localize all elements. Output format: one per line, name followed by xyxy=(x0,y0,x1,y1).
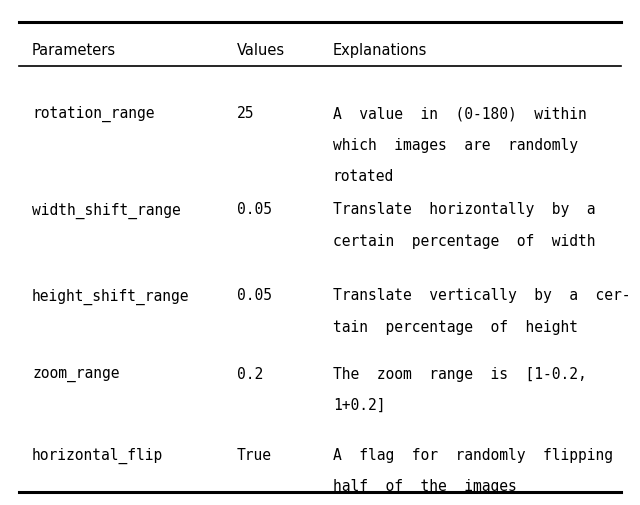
Text: A  flag  for  randomly  flipping: A flag for randomly flipping xyxy=(333,447,613,462)
Text: 0.05: 0.05 xyxy=(237,288,272,303)
Text: True: True xyxy=(237,447,272,462)
Text: horizontal_flip: horizontal_flip xyxy=(32,447,163,463)
Text: The  zoom  range  is  [1-0.2,: The zoom range is [1-0.2, xyxy=(333,366,586,381)
Text: 25: 25 xyxy=(237,106,254,121)
Text: 1+0.2]: 1+0.2] xyxy=(333,397,385,413)
Text: half  of  the  images: half of the images xyxy=(333,478,516,493)
Text: certain  percentage  of  width: certain percentage of width xyxy=(333,233,595,248)
Text: Parameters: Parameters xyxy=(32,43,116,58)
Text: which  images  are  randomly: which images are randomly xyxy=(333,137,578,153)
Text: 0.05: 0.05 xyxy=(237,202,272,217)
Text: 0.2: 0.2 xyxy=(237,366,263,381)
Text: width_shift_range: width_shift_range xyxy=(32,202,180,218)
Text: zoom_range: zoom_range xyxy=(32,366,120,381)
Text: tain  percentage  of  height: tain percentage of height xyxy=(333,319,578,334)
Text: Explanations: Explanations xyxy=(333,43,427,58)
Text: Translate  vertically  by  a  cer-: Translate vertically by a cer- xyxy=(333,288,630,303)
Text: rotation_range: rotation_range xyxy=(32,106,154,122)
Text: height_shift_range: height_shift_range xyxy=(32,288,189,304)
Text: Values: Values xyxy=(237,43,285,58)
Text: rotated: rotated xyxy=(333,169,394,184)
Text: Translate  horizontally  by  a: Translate horizontally by a xyxy=(333,202,595,217)
Text: A  value  in  (0-180)  within: A value in (0-180) within xyxy=(333,106,586,121)
